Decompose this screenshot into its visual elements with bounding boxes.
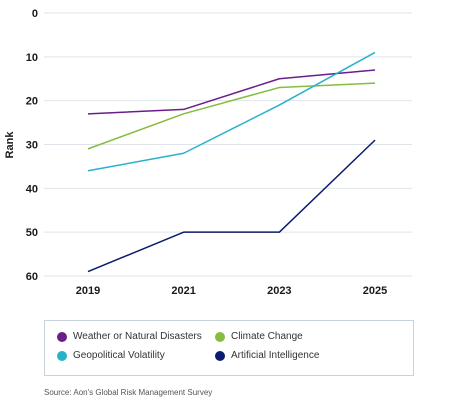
legend-swatch <box>215 350 225 361</box>
legend-item-ai: Artificial Intelligence <box>215 350 319 361</box>
y-tick-label: 60 <box>26 271 38 283</box>
y-tick-label: 40 <box>26 183 38 195</box>
x-tick-label: 2021 <box>171 285 195 297</box>
x-tick-labels: 2019 2021 2023 2025 <box>76 285 387 297</box>
legend-swatch <box>215 331 225 342</box>
series-line-3 <box>87 139 376 273</box>
y-tick-label: 50 <box>26 227 38 239</box>
legend-label: Geopolitical Volatility <box>73 350 165 361</box>
series-line-2 <box>87 51 376 172</box>
y-tick-label: 0 <box>32 8 38 20</box>
series-line-0 <box>87 69 376 115</box>
legend-item-climate: Climate Change <box>215 331 303 342</box>
y-tick-labels: 0 10 20 30 40 50 60 <box>26 8 38 283</box>
legend-swatch <box>57 350 67 361</box>
legend-label: Weather or Natural Disasters <box>73 331 202 342</box>
y-tick-label: 20 <box>26 96 38 108</box>
legend-label: Climate Change <box>231 331 303 342</box>
y-axis-title: Rank <box>4 131 16 159</box>
series-line-1 <box>87 82 376 150</box>
line-chart: 0 10 20 30 40 50 60 2019 2021 2023 2025 Rank <box>4 8 412 297</box>
x-tick-label: 2025 <box>363 285 387 297</box>
x-tick-label: 2023 <box>267 285 291 297</box>
series-lines <box>87 51 376 273</box>
y-tick-label: 30 <box>26 140 38 152</box>
legend: Weather or Natural Disasters Climate Cha… <box>44 320 414 376</box>
x-tick-label: 2019 <box>76 285 100 297</box>
legend-label: Artificial Intelligence <box>231 350 320 361</box>
y-tick-label: 10 <box>26 52 38 64</box>
legend-item-weather: Weather or Natural Disasters <box>57 331 202 342</box>
legend-swatch <box>57 331 67 342</box>
source-note: Source: Aon's Global Risk Management Sur… <box>44 388 213 397</box>
legend-item-geopolitical: Geopolitical Volatility <box>57 350 165 361</box>
